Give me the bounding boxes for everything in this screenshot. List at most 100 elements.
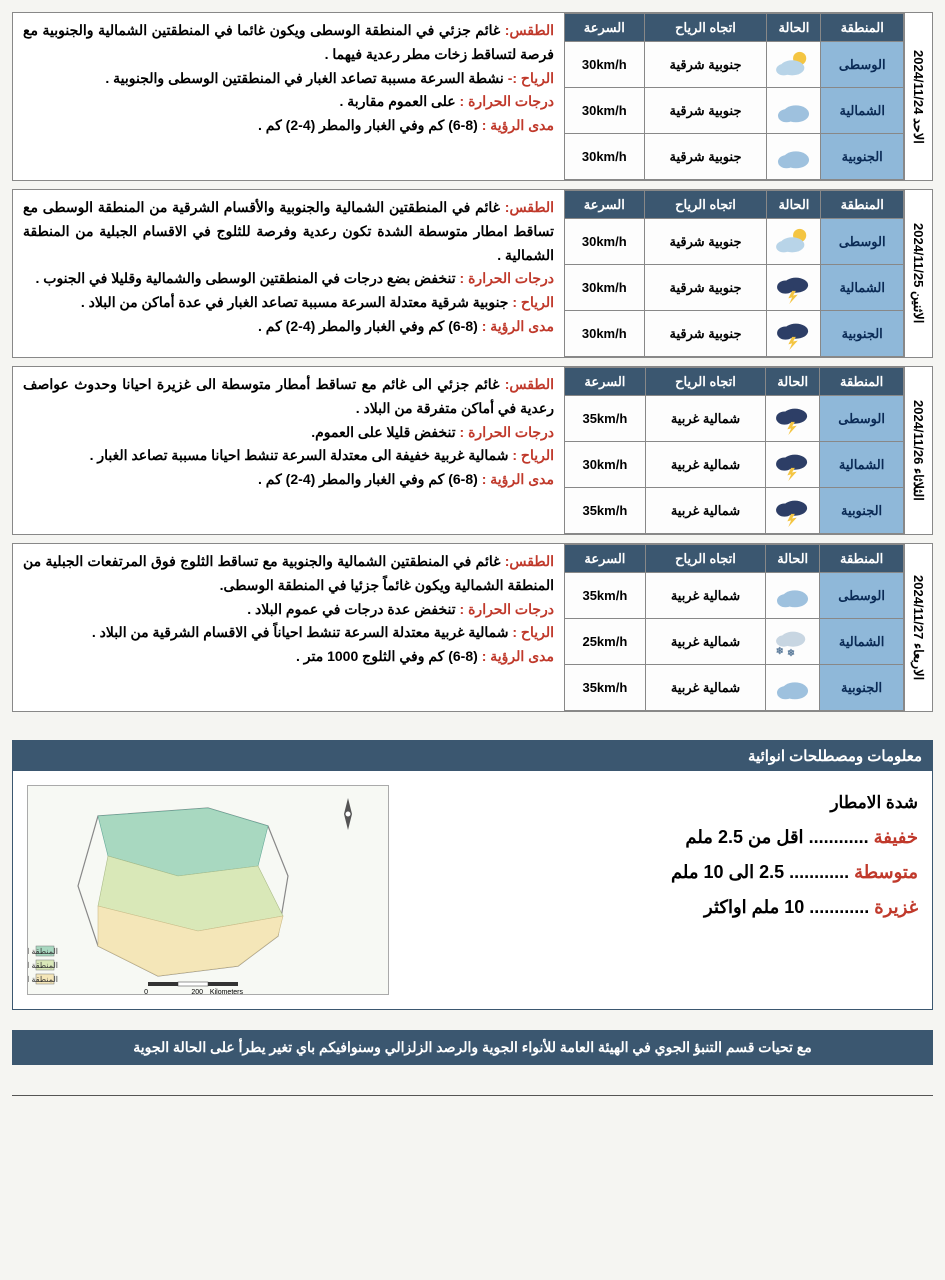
- condition-cell: [767, 88, 821, 134]
- speed-cell: 30km/h: [565, 134, 645, 180]
- svg-text:Kilometers: Kilometers: [210, 989, 244, 996]
- speed-cell: 30km/h: [565, 42, 645, 88]
- hdr-cond: الحالة: [766, 368, 820, 396]
- speed-cell: 35km/h: [565, 665, 646, 711]
- label-temp: درجات الحرارة :: [460, 601, 554, 617]
- region-cell: الجنوبية: [821, 134, 904, 180]
- speed-cell: 35km/h: [565, 396, 646, 442]
- region-cell: الشمالية: [821, 88, 904, 134]
- description: الطقس: غائم في المنطقتين الشمالية والجنو…: [13, 190, 564, 357]
- wind-dir-cell: شمالية غربية: [645, 573, 765, 619]
- region-cell: الشمالية: [821, 265, 904, 311]
- wind-dir-cell: جنوبية شرقية: [644, 88, 767, 134]
- description: الطقس: غائم في المنطقتين الشمالية والجنو…: [13, 544, 564, 711]
- date-label: الاربعاء 2024/11/27: [904, 544, 932, 711]
- intensity-line: غزيرة ............ 10 ملم اواكثر: [409, 897, 918, 918]
- condition-cell: [766, 573, 820, 619]
- hdr-region: المنطقة: [821, 191, 904, 219]
- day-block: الثلاثاء 2024/11/26 المنطقة الحالة اتجاه…: [12, 366, 933, 535]
- speed-cell: 30km/h: [565, 311, 645, 357]
- forecast-row: الوسطى شمالية غربية 35km/h: [565, 396, 904, 442]
- condition-cell: [766, 488, 820, 534]
- legend-label: المنطقة الجنوبية: [28, 975, 58, 984]
- footer-bar: مع تحيات قسم التنبؤ الجوي في الهيئة العا…: [12, 1030, 933, 1065]
- hdr-wind: اتجاه الرياح: [645, 368, 765, 396]
- forecast-row: الشمالية جنوبية شرقية 30km/h: [565, 88, 904, 134]
- label-weather: الطقس:: [505, 199, 554, 215]
- wind-dir-cell: شمالية غربية: [645, 396, 765, 442]
- hdr-speed: السرعة: [565, 368, 646, 396]
- info-header: معلومات ومصطلحات انوائية: [13, 741, 932, 771]
- storm-icon: [773, 495, 813, 527]
- condition-cell: [767, 265, 821, 311]
- speed-cell: 30km/h: [565, 88, 645, 134]
- day-block: الاربعاء 2024/11/27 المنطقة الحالة اتجاه…: [12, 543, 933, 712]
- wind-dir-cell: شمالية غربية: [645, 665, 765, 711]
- forecast-grid: المنطقة الحالة اتجاه الرياح السرعة الوسط…: [564, 544, 904, 711]
- condition-cell: [767, 219, 821, 265]
- label-temp: درجات الحرارة :: [460, 270, 554, 286]
- storm-icon: [773, 403, 813, 435]
- forecast-row: الوسطى جنوبية شرقية 30km/h: [565, 219, 904, 265]
- wind-dir-cell: شمالية غربية: [645, 488, 765, 534]
- wind-dir-cell: جنوبية شرقية: [644, 134, 767, 180]
- intensity-line: خفيفة ............ اقل من 2.5 ملم: [409, 827, 918, 848]
- hdr-region: المنطقة: [821, 14, 904, 42]
- wind-dir-cell: شمالية غربية: [645, 619, 765, 665]
- hdr-wind: اتجاه الرياح: [645, 545, 765, 573]
- label-weather: الطقس:: [505, 22, 554, 38]
- hdr-wind: اتجاه الرياح: [644, 14, 767, 42]
- cloudy-icon: [773, 672, 813, 704]
- partly-icon: [774, 226, 814, 258]
- forecast-row: الوسطى جنوبية شرقية 30km/h: [565, 42, 904, 88]
- forecast-row: الشمالية شمالية غربية 25km/h: [565, 619, 904, 665]
- label-wind: الرياح :: [512, 624, 554, 640]
- partly-icon: [774, 49, 814, 81]
- hdr-region: المنطقة: [820, 545, 904, 573]
- forecast-row: الشمالية جنوبية شرقية 30km/h: [565, 265, 904, 311]
- forecast-grid: المنطقة الحالة اتجاه الرياح السرعة الوسط…: [564, 367, 904, 534]
- wind-dir-cell: جنوبية شرقية: [644, 42, 767, 88]
- hdr-speed: السرعة: [565, 14, 645, 42]
- label-vis: مدى الرؤية :: [482, 117, 554, 133]
- label-temp: درجات الحرارة :: [460, 424, 554, 440]
- speed-cell: 35km/h: [565, 488, 646, 534]
- forecast-row: الجنوبية جنوبية شرقية 30km/h: [565, 311, 904, 357]
- wind-dir-cell: شمالية غربية: [645, 442, 765, 488]
- svg-text:0: 0: [144, 989, 148, 996]
- condition-cell: [766, 665, 820, 711]
- label-weather: الطقس:: [505, 376, 554, 392]
- speed-cell: 30km/h: [565, 442, 646, 488]
- legend-label: المنطقة الشمالية: [28, 947, 58, 956]
- condition-cell: [767, 42, 821, 88]
- forecast-row: الجنوبية شمالية غربية 35km/h: [565, 488, 904, 534]
- label-wind: الرياح :-: [508, 70, 554, 86]
- label-wind: الرياح :: [512, 447, 554, 463]
- forecast-grid: المنطقة الحالة اتجاه الرياح السرعة الوسط…: [564, 190, 904, 357]
- day-block: الاحد 2024/11/24 المنطقة الحالة اتجاه ال…: [12, 12, 933, 181]
- label-vis: مدى الرؤية :: [482, 648, 554, 664]
- label-wind: الرياح :: [512, 294, 554, 310]
- hdr-region: المنطقة: [820, 368, 904, 396]
- condition-cell: [767, 134, 821, 180]
- rain-intensity: شدة الامطار خفيفة ............ اقل من 2.…: [409, 785, 918, 995]
- date-label: الاثنين 2024/11/25: [904, 190, 932, 357]
- label-weather: الطقس:: [505, 553, 554, 569]
- speed-cell: 35km/h: [565, 573, 646, 619]
- label-vis: مدى الرؤية :: [482, 471, 554, 487]
- cloudy-icon: [773, 580, 813, 612]
- region-cell: الوسطى: [821, 219, 904, 265]
- region-cell: الشمالية: [820, 619, 904, 665]
- hdr-speed: السرعة: [565, 545, 646, 573]
- cloudy-icon: [774, 141, 814, 173]
- forecast-grid: المنطقة الحالة اتجاه الرياح السرعة الوسط…: [564, 13, 904, 180]
- hdr-speed: السرعة: [565, 191, 645, 219]
- hdr-wind: اتجاه الرياح: [644, 191, 767, 219]
- speed-cell: 30km/h: [565, 219, 645, 265]
- snow-icon: [773, 626, 813, 658]
- condition-cell: [766, 442, 820, 488]
- forecast-row: الجنوبية شمالية غربية 35km/h: [565, 665, 904, 711]
- wind-dir-cell: جنوبية شرقية: [644, 265, 767, 311]
- svg-text:200: 200: [191, 989, 203, 996]
- storm-icon: [774, 272, 814, 304]
